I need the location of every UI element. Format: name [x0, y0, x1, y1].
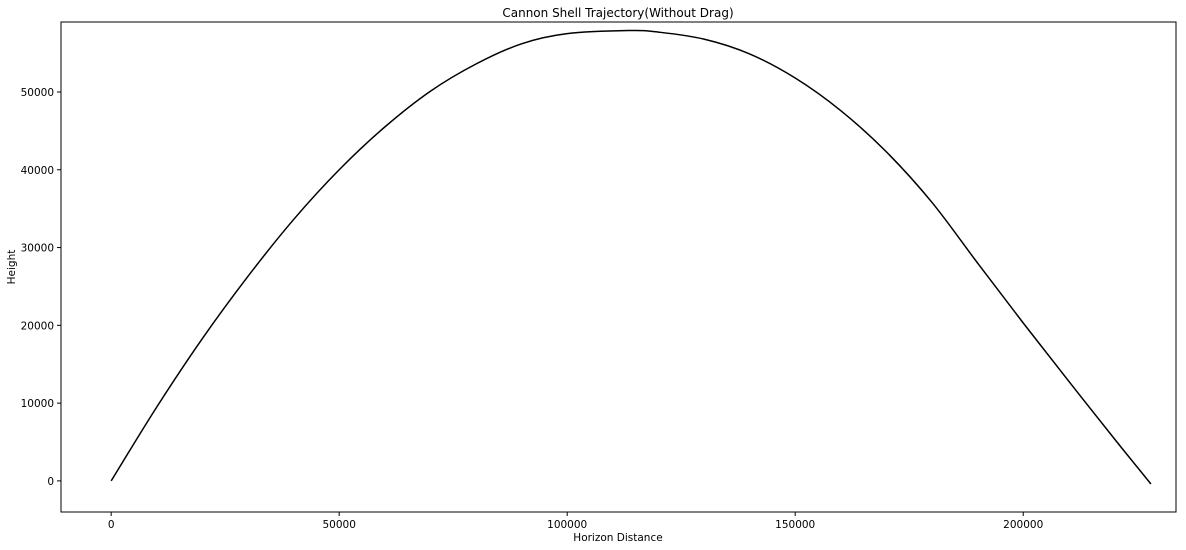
y-tick-label: 50000: [21, 87, 54, 99]
plot-area: [110, 29, 1152, 485]
x-tick-label: 200000: [1003, 519, 1043, 531]
x-tick-label: 100000: [547, 519, 587, 531]
y-tick-label: 0: [47, 476, 54, 488]
chart-title: Cannon Shell Trajectory(Without Drag): [502, 6, 733, 20]
x-axis: 0 50000 100000 150000 200000: [108, 512, 1043, 531]
plot-frame: [60, 21, 1177, 513]
y-tick-label: 40000: [21, 165, 54, 177]
y-axis-title: Height: [6, 250, 18, 285]
x-tick-label: 0: [108, 519, 115, 531]
series-line-0: [110, 29, 1152, 485]
x-tick-label: 50000: [322, 519, 355, 531]
y-tick-label: 30000: [21, 243, 54, 255]
x-axis-title: Horizon Distance: [573, 532, 662, 544]
y-axis: 0 10000 20000 30000 40000 50000: [21, 87, 61, 488]
x-tick-label: 150000: [775, 519, 815, 531]
y-tick-label: 10000: [21, 398, 54, 410]
y-tick-label: 20000: [21, 320, 54, 332]
